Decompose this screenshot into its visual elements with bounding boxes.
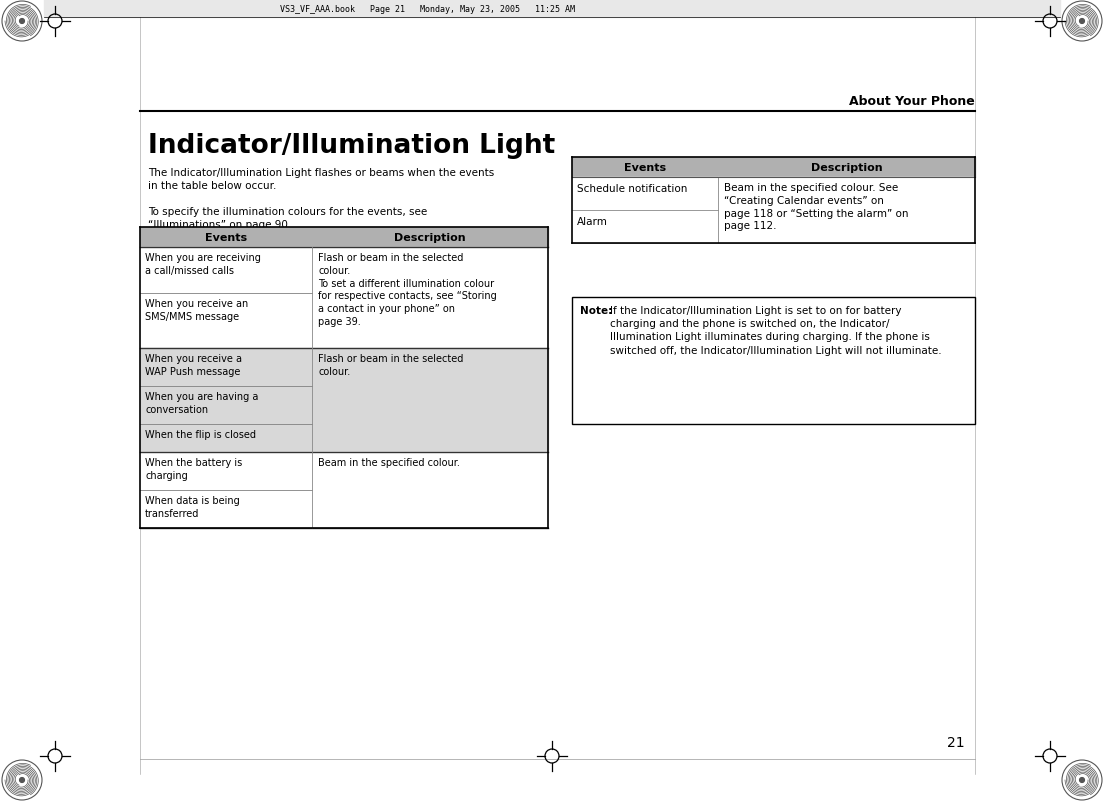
Bar [140,349,312,387]
Text: Indicator/Illumination Light: Indicator/Illumination Light [148,133,555,159]
Text: Note:: Note: [580,306,613,316]
Circle shape [20,778,24,783]
Text: Description: Description [394,233,466,243]
Bar [140,228,548,248]
Text: To specify the illumination colours for the events, see: To specify the illumination colours for … [148,207,427,217]
Bar [312,452,548,529]
Text: in the table below occur.: in the table below occur. [148,180,276,191]
Bar [572,178,718,211]
Circle shape [1080,19,1084,24]
Bar [718,178,975,244]
Text: When you receive an
SMS/MMS message: When you receive an SMS/MMS message [145,298,248,322]
Text: Alarm: Alarm [577,217,608,227]
Text: When you are having a
conversation: When you are having a conversation [145,391,258,415]
Circle shape [1080,778,1084,783]
Bar [140,248,312,294]
Bar [140,452,312,490]
Text: About Your Phone: About Your Phone [849,95,975,107]
Text: Schedule notification: Schedule notification [577,184,688,194]
Text: Beam in the specified colour.: Beam in the specified colour. [318,457,460,468]
Bar [44,0,1060,18]
Text: Flash or beam in the selected
colour.
To set a different illumination colour
for: Flash or beam in the selected colour. To… [318,253,497,326]
Text: When you receive a
WAP Push message: When you receive a WAP Push message [145,354,242,376]
Text: “Illuminations” on page 90.: “Illuminations” on page 90. [148,220,291,229]
Bar [572,211,718,244]
Bar [140,490,312,529]
Bar [572,158,975,178]
Text: When the battery is
charging: When the battery is charging [145,457,242,480]
Bar [312,248,548,349]
Text: Events: Events [624,163,666,172]
Text: If the Indicator/Illumination Light is set to on for battery
charging and the ph: If the Indicator/Illumination Light is s… [611,306,942,355]
Text: When you are receiving
a call/missed calls: When you are receiving a call/missed cal… [145,253,261,275]
Text: Beam in the specified colour. See
“Creating Calendar events” on
page 118 or “Set: Beam in the specified colour. See “Creat… [724,183,909,231]
Text: Events: Events [205,233,247,243]
Text: 21: 21 [947,735,965,749]
Text: Flash or beam in the selected
colour.: Flash or beam in the selected colour. [318,354,464,376]
Text: VS3_VF_AAA.book   Page 21   Monday, May 23, 2005   11:25 AM: VS3_VF_AAA.book Page 21 Monday, May 23, … [280,6,575,14]
Text: When data is being
transferred: When data is being transferred [145,496,240,518]
Text: When the flip is closed: When the flip is closed [145,429,256,439]
Bar [140,424,312,452]
Bar [572,298,975,424]
Circle shape [20,19,24,24]
Text: The Indicator/Illumination Light flashes or beams when the events: The Indicator/Illumination Light flashes… [148,168,495,178]
Bar [312,349,548,452]
Text: Description: Description [810,163,882,172]
Bar [140,294,312,349]
Bar [140,387,312,424]
